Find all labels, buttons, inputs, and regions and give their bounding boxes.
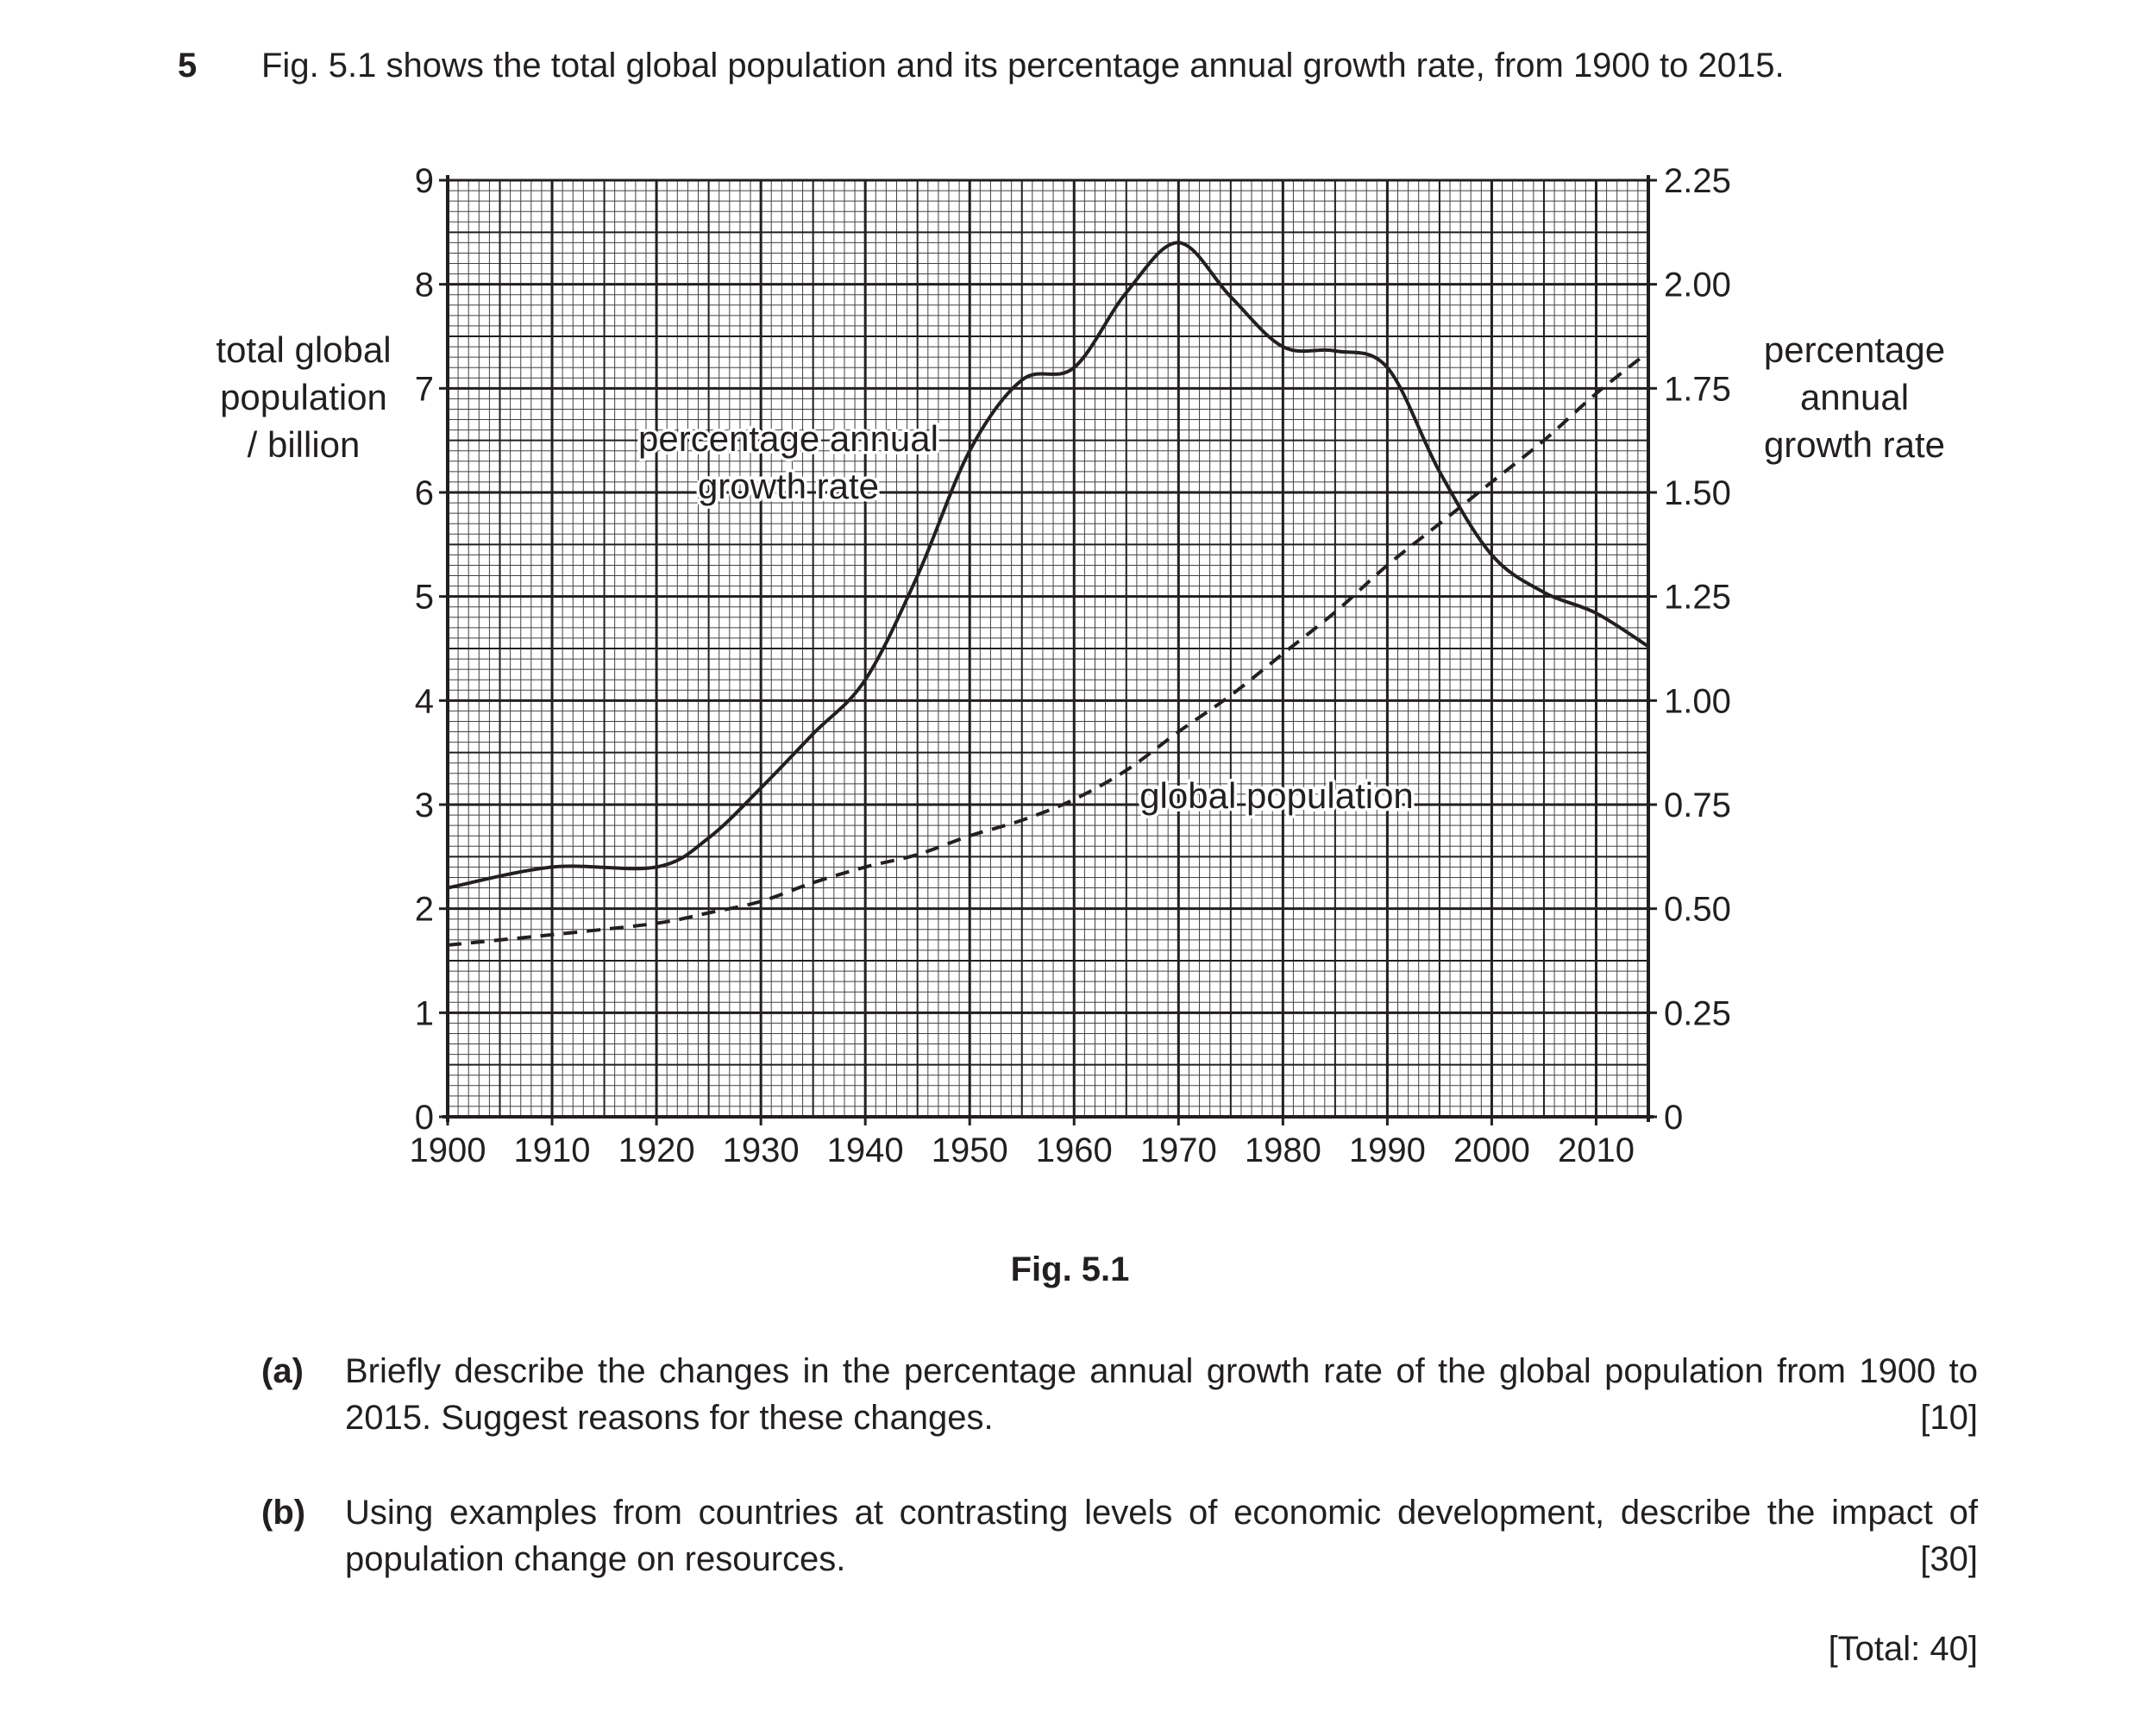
part-b-text: Using examples from countries at contras… xyxy=(345,1494,1978,1578)
y-right-tick-label: 1.00 xyxy=(1664,682,1731,720)
x-tick-label: 1960 xyxy=(1036,1131,1113,1169)
y-right-tick-label: 0.50 xyxy=(1664,891,1731,929)
y-left-tick-label: 7 xyxy=(415,370,434,408)
y-left-tick-label: 3 xyxy=(415,787,434,824)
y-left-tick-label: 4 xyxy=(415,682,434,720)
question-number: 5 xyxy=(178,47,198,85)
x-tick-label: 1970 xyxy=(1140,1131,1217,1169)
x-tick-label: 1990 xyxy=(1349,1131,1426,1169)
x-tick-label: 1950 xyxy=(932,1131,1008,1169)
y-right-tick-label: 1.75 xyxy=(1664,370,1731,408)
part-b-text-block: Using examples from countries at contras… xyxy=(345,1489,1978,1582)
part-a: (a) Briefly describe the changes in the … xyxy=(261,1348,1978,1443)
part-b: (b) Using examples from countries at con… xyxy=(261,1489,1978,1584)
y-right-tick-label: 0.25 xyxy=(1664,994,1731,1032)
x-tick-label: 1930 xyxy=(723,1131,800,1169)
x-tick-label: 1900 xyxy=(410,1131,486,1169)
annotation-global-population: global population xyxy=(1139,775,1414,816)
x-tick-label: 1910 xyxy=(514,1131,591,1169)
x-tick-label: 1920 xyxy=(618,1131,695,1169)
y-left-axis-title: total global xyxy=(216,329,391,370)
axis-titles: total global population / billion percentag… xyxy=(216,329,1945,465)
x-tick-label: 2000 xyxy=(1453,1131,1530,1169)
chart-annotations: percentage annual growth rate global popul… xyxy=(636,416,1417,819)
y-left-tick-label: 1 xyxy=(415,994,434,1032)
y-right-axis-title: annual xyxy=(1800,377,1909,417)
population-growth-chart: 0 1 2 3 4 5 6 7 8 9 0 0.25 0.50 0.75 1.00 1.25 1.50 1.75 2… xyxy=(216,162,1945,1169)
y-left-tick-label: 0 xyxy=(415,1099,434,1137)
grid-mid-path xyxy=(448,180,1649,1117)
grid-minor-lines xyxy=(448,180,1649,1117)
y-left-tick-label: 6 xyxy=(415,474,434,512)
part-a-text-block: Briefly describe the changes in the perc… xyxy=(345,1348,1978,1441)
part-a-text: Briefly describe the changes in the perc… xyxy=(345,1352,1978,1437)
y-right-axis-title: percentage xyxy=(1764,329,1945,370)
part-b-marks: [30] xyxy=(1920,1540,1978,1578)
annotation-growth-rate-line2: growth rate xyxy=(698,466,879,506)
question-intro: Fig. 5.1 shows the total global populati… xyxy=(261,47,1785,85)
part-b-label: (b) xyxy=(261,1494,306,1532)
chart-axes xyxy=(439,175,1657,1125)
y-right-tick-label: 2.25 xyxy=(1664,162,1731,200)
y-right-tick-label: 0 xyxy=(1664,1099,1683,1137)
part-a-label: (a) xyxy=(261,1352,304,1390)
tick-labels: 0 1 2 3 4 5 6 7 8 9 0 0.25 0.50 0.75 1.00 1.25 1.50 1.75 2… xyxy=(410,162,1731,1169)
y-right-tick-label: 1.25 xyxy=(1664,579,1731,617)
annotation-growth-rate-line1: percentage annual xyxy=(638,418,938,459)
y-right-tick-label: 2.00 xyxy=(1664,266,1731,304)
y-left-tick-label: 8 xyxy=(415,266,434,304)
y-left-tick-label: 9 xyxy=(415,162,434,200)
x-tick-label: 1980 xyxy=(1245,1131,1321,1169)
series-line-growth-rate xyxy=(447,241,1650,890)
y-right-tick-label: 1.50 xyxy=(1664,474,1731,512)
figure-caption: Fig. 5.1 xyxy=(1010,1250,1130,1288)
x-tick-label: 1940 xyxy=(827,1131,904,1169)
y-right-tick-label: 0.75 xyxy=(1664,787,1731,824)
y-right-axis-title: growth rate xyxy=(1764,424,1945,465)
y-left-tick-label: 2 xyxy=(415,891,434,929)
y-left-tick-label: 5 xyxy=(415,579,434,617)
part-a-marks: [10] xyxy=(1920,1399,1978,1437)
total-marks: [Total: 40] xyxy=(1828,1630,1978,1668)
series-layer xyxy=(447,241,1650,947)
y-left-axis-title: / billion xyxy=(248,424,361,465)
series-line-global-population xyxy=(447,350,1650,947)
x-tick-label: 2010 xyxy=(1558,1131,1635,1169)
y-left-axis-title: population xyxy=(220,377,387,417)
